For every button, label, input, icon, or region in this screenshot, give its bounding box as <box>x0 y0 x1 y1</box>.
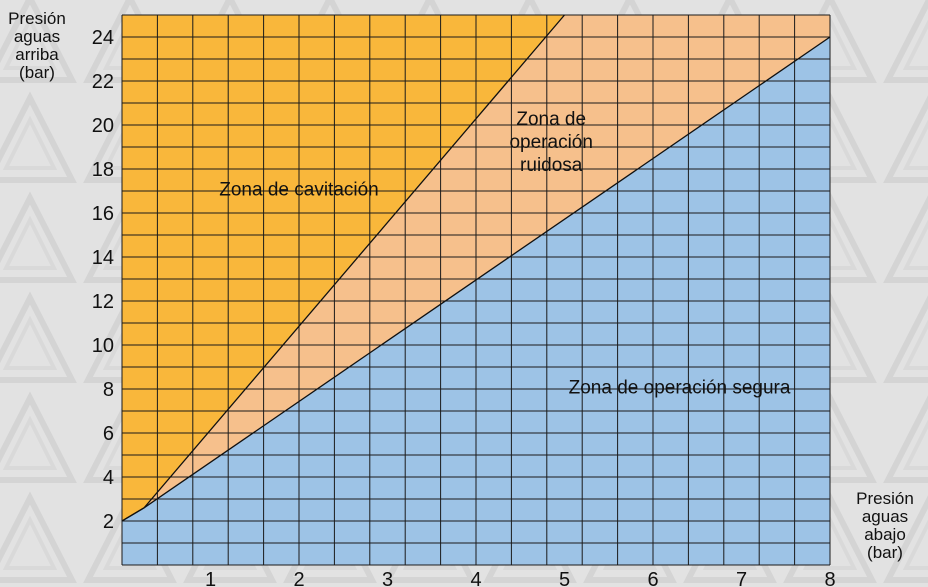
grid-layer <box>121 14 831 566</box>
x-tick-label: 6 <box>647 569 658 587</box>
x-tick-labels: 1 2 3 4 5 6 7 8 <box>205 569 836 587</box>
x-tick-label: 7 <box>736 569 747 587</box>
y-tick-label: 8 <box>103 379 114 401</box>
y-tick-label: 24 <box>92 27 114 49</box>
y-tick-label: 22 <box>92 71 114 93</box>
y-tick-label: 12 <box>92 291 114 313</box>
x-tick-label: 5 <box>559 569 570 587</box>
y-tick-label: 2 <box>103 511 114 533</box>
x-tick-label: 2 <box>293 569 304 587</box>
boundary-lines <box>121 14 831 522</box>
boundary-noise-limit <box>121 36 831 522</box>
x-axis-title: Presión aguas abajo (bar) <box>856 489 914 562</box>
zone-label-cavitation: Zona de cavitación <box>219 179 379 200</box>
y-tick-label: 18 <box>92 159 114 181</box>
zone-label-noisy: Zona de operación ruidosa <box>509 109 592 176</box>
y-tick-label: 4 <box>103 467 114 489</box>
x-tick-label: 4 <box>470 569 481 587</box>
y-tick-label: 6 <box>103 423 114 445</box>
y-tick-label: 10 <box>92 335 114 357</box>
zone-label-safe: Zona de operación segura <box>569 377 791 398</box>
x-tick-label: 3 <box>382 569 393 587</box>
zone-labels: Zona de cavitación Zona de operación ruidos… <box>219 109 791 398</box>
x-tick-label: 1 <box>205 569 216 587</box>
y-axis-title: Presión aguas arriba (bar) <box>8 9 66 82</box>
x-tick-label: 8 <box>824 569 835 587</box>
y-tick-label: 16 <box>92 203 114 225</box>
y-tick-label: 14 <box>92 247 114 269</box>
y-tick-label: 20 <box>92 115 114 137</box>
zone-cavitation-area <box>122 15 565 565</box>
